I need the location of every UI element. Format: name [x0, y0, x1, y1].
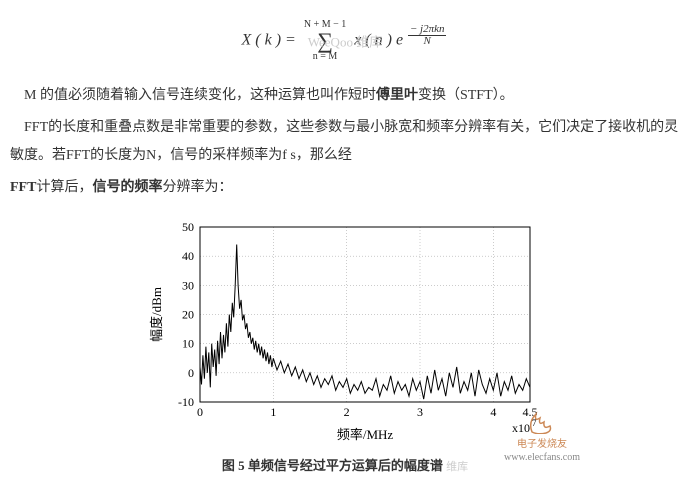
svg-text:频率/MHz: 频率/MHz [337, 427, 394, 442]
eq-exp-frac: − j2πkn N [408, 24, 447, 47]
svg-text:30: 30 [182, 278, 194, 292]
paragraph-3: FFT计算后，信号的频率分辨率为： [10, 174, 680, 202]
brand-name: 电子发烧友 [504, 438, 580, 451]
svg-text:2: 2 [344, 405, 350, 419]
spectrum-chart: 012344.5-1001020304050频率/MHzx107幅度/dBm [145, 217, 545, 447]
svg-text:0: 0 [188, 366, 194, 380]
brand-logo: 电子发烧友 www.elecfans.com [504, 404, 580, 464]
svg-text:3: 3 [417, 405, 423, 419]
flame-icon [522, 404, 562, 434]
paragraph-2: FFT的长度和重叠点数是非常重要的参数，这些参数与最小脉宽和频率分辨率有关，它们… [10, 114, 680, 170]
brand-url: www.elecfans.com [504, 451, 580, 464]
eq-lhs: X ( k ) = [242, 32, 296, 49]
svg-text:50: 50 [182, 220, 194, 234]
chart-container: 012344.5-1001020304050频率/MHzx107幅度/dBm 图… [130, 217, 560, 474]
equation-block: X ( k ) = N + M − 1 ∑ n = M x ( n ) e − … [10, 20, 680, 62]
paragraph-1: M 的值必须随着输入信号连续变化，这种运算也叫作短时傅里叶变换（STFT）。 [10, 82, 680, 110]
svg-text:10: 10 [182, 337, 194, 351]
svg-text:40: 40 [182, 249, 194, 263]
svg-text:-10: -10 [178, 395, 194, 409]
figure-caption: 图 5 单频信号经过平方运算后的幅度谱 维库 [130, 455, 560, 474]
svg-text:4: 4 [490, 405, 496, 419]
svg-text:1: 1 [270, 405, 276, 419]
svg-text:幅度/dBm: 幅度/dBm [149, 287, 164, 342]
svg-text:20: 20 [182, 308, 194, 322]
watermark-eq: WeeQoo 维库 [308, 32, 382, 51]
svg-text:0: 0 [197, 405, 203, 419]
